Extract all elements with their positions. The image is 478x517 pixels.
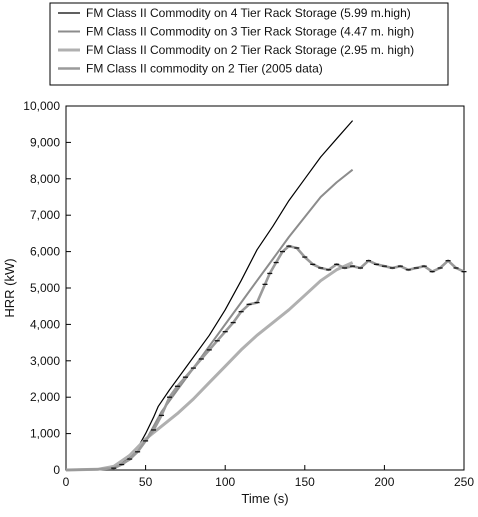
series-line-3 bbox=[65, 261, 354, 472]
legend-label: FM Class II Commodity on 2 Tier Rack Sto… bbox=[86, 43, 414, 57]
y-tick-label: 0 bbox=[53, 463, 60, 477]
plot-area: 0 50 100 150 200 250 0 1,000 2,000 3,000 4,000 5,00… bbox=[23, 99, 474, 489]
legend-box bbox=[49, 2, 449, 86]
y-tick-label: 1,000 bbox=[30, 427, 60, 441]
legend-label: FM Class II Commodity on 4 Tier Rack Sto… bbox=[86, 6, 411, 20]
series-line-1 bbox=[65, 120, 354, 471]
y-tick-label: 6,000 bbox=[30, 245, 60, 259]
x-tick-label: 250 bbox=[454, 475, 474, 489]
legend: FM Class II Commodity on 4 Tier Rack Sto… bbox=[49, 2, 449, 86]
y-tick-label: 5,000 bbox=[30, 281, 60, 295]
y-tick-label: 3,000 bbox=[30, 354, 60, 368]
y-tick-label: 8,000 bbox=[30, 172, 60, 186]
series-line-2 bbox=[65, 168, 354, 471]
y-tick-label: 9,000 bbox=[30, 135, 60, 149]
x-tick-label: 150 bbox=[295, 475, 315, 489]
x-tick-label: 200 bbox=[374, 475, 394, 489]
legend-label: FM Class II Commodity on 3 Tier Rack Sto… bbox=[86, 25, 414, 39]
plot-frame bbox=[65, 105, 465, 471]
series-line-4 bbox=[65, 244, 465, 472]
y-tick-label: 10,000 bbox=[23, 99, 60, 113]
y-axis-label: HRR (kW) bbox=[2, 258, 17, 317]
x-axis-label: Time (s) bbox=[241, 491, 288, 506]
x-tick-label: 50 bbox=[139, 475, 153, 489]
y-tick-label: 2,000 bbox=[30, 390, 60, 404]
x-tick-label: 0 bbox=[63, 475, 70, 489]
y-tick-label: 7,000 bbox=[30, 208, 60, 222]
x-tick-label: 100 bbox=[215, 475, 235, 489]
legend-label: FM Class II commodity on 2 Tier (2005 da… bbox=[86, 62, 323, 76]
y-tick-label: 4,000 bbox=[30, 317, 60, 331]
